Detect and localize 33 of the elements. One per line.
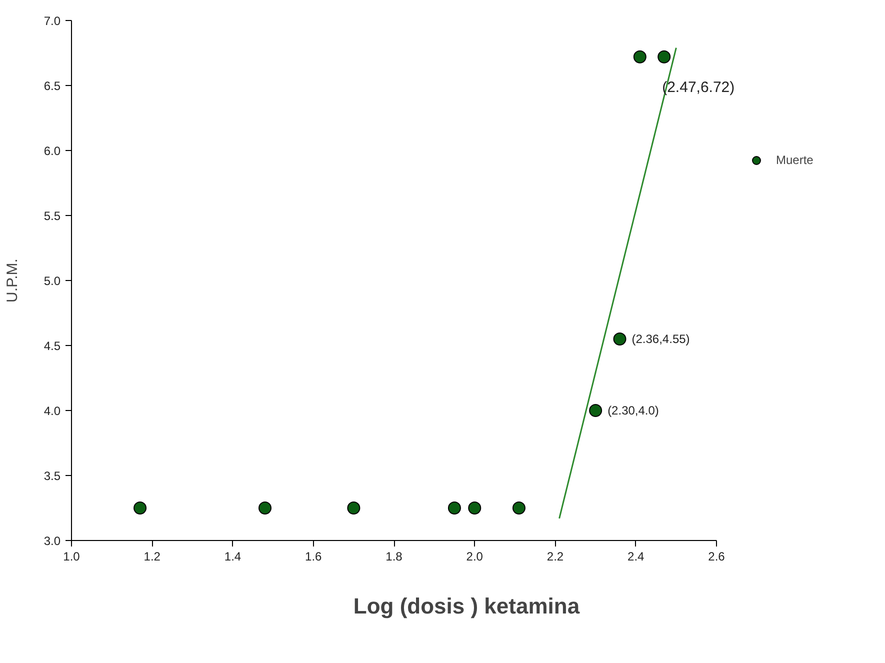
x-tick-label: 2.0 [466, 550, 484, 564]
point [658, 50, 671, 64]
y-tick-label: 6.0 [44, 144, 61, 158]
annotation: (2.36,4.55) [632, 332, 690, 346]
x-axis-title: Log (dosis ) ketamina [353, 594, 580, 618]
point [512, 502, 526, 514]
y-axis-title: U.P.M. [4, 258, 21, 302]
x-tick-label: 1.4 [224, 550, 242, 564]
point [633, 50, 646, 64]
point [134, 502, 147, 514]
y-tick-label: 6.5 [44, 79, 61, 93]
x-tick-label: 2.6 [708, 550, 726, 564]
y-tick-label: 4.0 [44, 404, 61, 418]
point [589, 404, 602, 417]
point [468, 502, 482, 514]
x-tick-label: 1.6 [305, 550, 322, 564]
y-tick-label: 5.0 [44, 274, 61, 288]
y-tick-label: 7.0 [44, 14, 61, 28]
point [258, 502, 272, 514]
y-tick-label: 3.5 [44, 469, 61, 483]
y-tick-label: 3.0 [44, 534, 61, 548]
y-tick-label: 4.5 [44, 339, 61, 353]
point [347, 502, 360, 514]
annotation: (2.30,4.0) [608, 404, 659, 418]
x-tick-label: 1.0 [63, 550, 80, 564]
legend-label: Muerte [776, 153, 814, 167]
x-tick-label: 1.8 [386, 550, 403, 564]
point [613, 332, 626, 346]
x-tick-label: 2.2 [546, 550, 564, 564]
x-tick-label: 1.2 [144, 550, 161, 564]
point [448, 502, 461, 514]
y-tick-label: 5.5 [44, 209, 61, 223]
x-tick-label: 2.4 [628, 550, 645, 564]
